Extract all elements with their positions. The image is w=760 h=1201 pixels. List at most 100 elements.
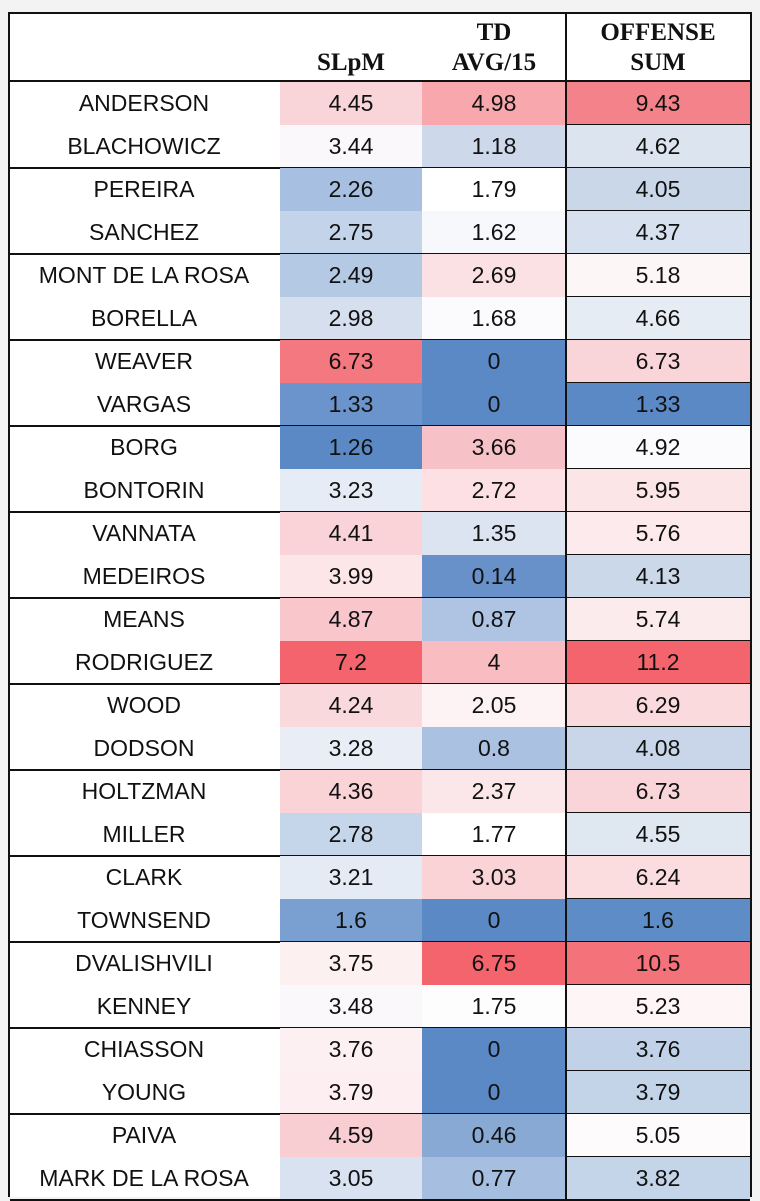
fighter-name: RODRIGUEZ xyxy=(75,649,213,675)
slpm-cell: 3.21 xyxy=(280,856,422,899)
slpm-cell: 2.49 xyxy=(280,254,422,297)
table-row: CHIASSON 3.76 0 3.76 xyxy=(10,1028,750,1071)
td-avg-cell: 6.75 xyxy=(422,942,566,985)
table-row: ANDERSON 4.45 4.98 9.43 xyxy=(10,82,750,125)
table-row: PEREIRA 2.26 1.79 4.05 xyxy=(10,168,750,211)
offense-sum-cell: 3.76 xyxy=(566,1028,750,1071)
slpm-cell: 2.98 xyxy=(280,297,422,340)
slpm-cell: 2.75 xyxy=(280,211,422,254)
slpm-cell: 3.76 xyxy=(280,1028,422,1071)
table-row: WOOD 4.24 2.05 6.29 xyxy=(10,684,750,727)
offense-sum-cell: 10.5 xyxy=(566,942,750,985)
sum-divider xyxy=(566,726,750,728)
header-slpm-line2: SLpM xyxy=(316,49,386,76)
fighter-name: MEDEIROS xyxy=(82,563,206,589)
fighter-name: PAIVA xyxy=(111,1122,177,1148)
td-avg-cell: 1.79 xyxy=(422,168,566,211)
offense-sum-cell: 5.05 xyxy=(566,1114,750,1157)
sum-divider xyxy=(566,640,750,642)
table-row: KENNEY 3.48 1.75 5.23 xyxy=(10,985,750,1028)
fighter-name: BONTORIN xyxy=(83,477,205,503)
table-row: TOWNSEND 1.6 0 1.6 xyxy=(10,899,750,942)
header-td-line2: AVG/15 xyxy=(451,49,537,76)
sum-divider xyxy=(566,1156,750,1158)
table-row: BORG 1.26 3.66 4.92 xyxy=(10,426,750,469)
fighter-name: MILLER xyxy=(102,821,186,847)
offense-sum-cell: 4.13 xyxy=(566,555,750,598)
fighter-name: HOLTZMAN xyxy=(81,778,207,804)
table-row: BORELLA 2.98 1.68 4.66 xyxy=(10,297,750,340)
slpm-cell: 2.78 xyxy=(280,813,422,856)
td-avg-cell: 1.77 xyxy=(422,813,566,856)
slpm-cell: 3.44 xyxy=(280,125,422,168)
sum-divider xyxy=(566,210,750,212)
td-avg-cell: 3.03 xyxy=(422,856,566,899)
sum-divider xyxy=(566,898,750,900)
slpm-cell: 4.41 xyxy=(280,512,422,555)
td-avg-cell: 0.8 xyxy=(422,727,566,770)
td-avg-cell: 0 xyxy=(422,1028,566,1071)
offense-sum-cell: 5.95 xyxy=(566,469,750,512)
slpm-cell: 3.48 xyxy=(280,985,422,1028)
fighter-name: BORELLA xyxy=(90,305,198,331)
td-avg-cell: 2.05 xyxy=(422,684,566,727)
offense-sum-cell: 5.74 xyxy=(566,598,750,641)
table-row: CLARK 3.21 3.03 6.24 xyxy=(10,856,750,899)
slpm-cell: 7.2 xyxy=(280,641,422,684)
slpm-cell: 1.26 xyxy=(280,426,422,469)
table-row: MONT DE LA ROSA 2.49 2.69 5.18 xyxy=(10,254,750,297)
fighter-name: DVALISHVILI xyxy=(75,950,213,976)
td-avg-cell: 0 xyxy=(422,899,566,942)
td-avg-cell: 0 xyxy=(422,383,566,426)
fighter-name: MONT DE LA ROSA xyxy=(38,262,250,288)
slpm-cell: 1.33 xyxy=(280,383,422,426)
td-avg-cell: 4.98 xyxy=(422,82,566,125)
slpm-cell: 4.45 xyxy=(280,82,422,125)
table-row: BLACHOWICZ 3.44 1.18 4.62 xyxy=(10,125,750,168)
offense-sum-cell: 6.73 xyxy=(566,770,750,813)
slpm-cell: 4.59 xyxy=(280,1114,422,1157)
slpm-cell: 4.87 xyxy=(280,598,422,641)
td-avg-cell: 1.75 xyxy=(422,985,566,1028)
td-avg-cell: 1.18 xyxy=(422,125,566,168)
table-row: MILLER 2.78 1.77 4.55 xyxy=(10,813,750,856)
offense-sum-cell: 9.43 xyxy=(566,82,750,125)
header-td: TD AVG/15 xyxy=(422,14,566,80)
slpm-cell: 6.73 xyxy=(280,340,422,383)
slpm-cell: 1.6 xyxy=(280,899,422,942)
fighter-name: WEAVER xyxy=(95,348,193,374)
header-sum: OFFENSE SUM xyxy=(566,14,750,80)
table-row: DVALISHVILI 3.75 6.75 10.5 xyxy=(10,942,750,985)
fighter-name: TOWNSEND xyxy=(77,907,211,933)
offense-sum-cell: 1.33 xyxy=(566,383,750,426)
header-sum-line2: SUM xyxy=(630,49,686,76)
td-avg-cell: 0.77 xyxy=(422,1157,566,1200)
offense-sum-cell: 4.66 xyxy=(566,297,750,340)
slpm-cell: 4.36 xyxy=(280,770,422,813)
offense-sum-cell: 3.79 xyxy=(566,1071,750,1114)
fighter-name: YOUNG xyxy=(101,1079,187,1105)
td-avg-cell: 0.87 xyxy=(422,598,566,641)
offense-sum-cell: 4.08 xyxy=(566,727,750,770)
table-row: DODSON 3.28 0.8 4.08 xyxy=(10,727,750,770)
offense-sum-cell: 4.05 xyxy=(566,168,750,211)
sum-divider xyxy=(566,1070,750,1072)
fighter-name: MEANS xyxy=(103,606,185,632)
offense-sum-cell: 3.82 xyxy=(566,1157,750,1200)
sum-divider xyxy=(566,124,750,126)
table-row: MEANS 4.87 0.87 5.74 xyxy=(10,598,750,641)
fighter-name: SANCHEZ xyxy=(89,219,199,245)
table-row: YOUNG 3.79 0 3.79 xyxy=(10,1071,750,1114)
offense-sum-cell: 6.24 xyxy=(566,856,750,899)
td-avg-cell: 1.68 xyxy=(422,297,566,340)
header-sum-border xyxy=(565,12,567,82)
sum-divider xyxy=(566,812,750,814)
sum-divider xyxy=(566,382,750,384)
sum-divider xyxy=(566,296,750,298)
table-row: HOLTZMAN 4.36 2.37 6.73 xyxy=(10,770,750,813)
fighter-name: VANNATA xyxy=(92,520,196,546)
offense-sum-cell: 11.2 xyxy=(566,641,750,684)
slpm-cell: 4.24 xyxy=(280,684,422,727)
table-row: SANCHEZ 2.75 1.62 4.37 xyxy=(10,211,750,254)
offense-sum-cell: 6.29 xyxy=(566,684,750,727)
